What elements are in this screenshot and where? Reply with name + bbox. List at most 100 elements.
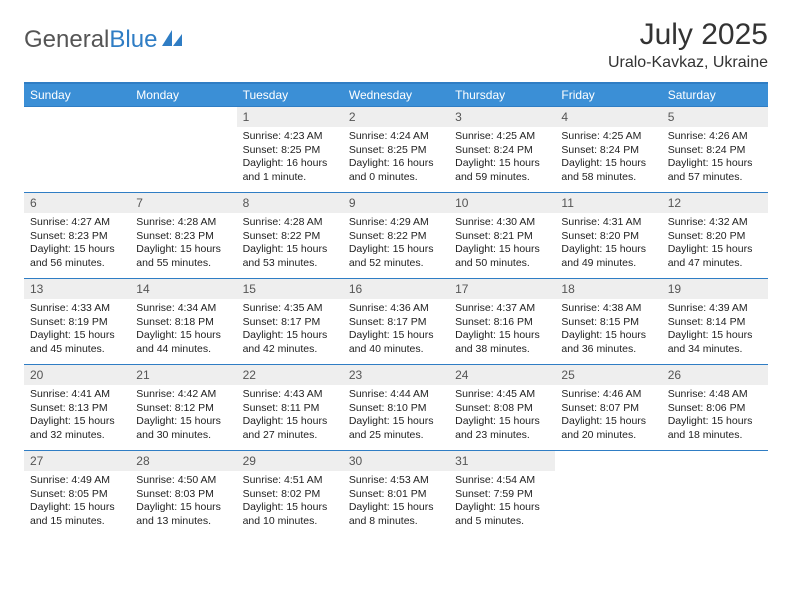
daylight-text: Daylight: 15 hours and 50 minutes.	[455, 243, 549, 270]
day-number: 16	[343, 279, 449, 299]
day-number: 1	[237, 107, 343, 127]
sunset-text: Sunset: 8:20 PM	[561, 230, 655, 244]
sunset-text: Sunset: 8:01 PM	[349, 488, 443, 502]
calendar-day-cell: 20Sunrise: 4:41 AMSunset: 8:13 PMDayligh…	[24, 365, 130, 451]
day-number: 29	[237, 451, 343, 471]
day-header: Friday	[555, 83, 661, 107]
day-data: Sunrise: 4:23 AMSunset: 8:25 PMDaylight:…	[237, 127, 343, 189]
day-number: 22	[237, 365, 343, 385]
logo: GeneralBlue	[24, 18, 183, 54]
sunset-text: Sunset: 8:17 PM	[349, 316, 443, 330]
daylight-text: Daylight: 16 hours and 0 minutes.	[349, 157, 443, 184]
daylight-text: Daylight: 15 hours and 59 minutes.	[455, 157, 549, 184]
calendar-day-cell: 4Sunrise: 4:25 AMSunset: 8:24 PMDaylight…	[555, 107, 661, 193]
day-number: 14	[130, 279, 236, 299]
sunrise-text: Sunrise: 4:34 AM	[136, 302, 230, 316]
sunset-text: Sunset: 8:11 PM	[243, 402, 337, 416]
day-number: 19	[662, 279, 768, 299]
daylight-text: Daylight: 15 hours and 44 minutes.	[136, 329, 230, 356]
sunset-text: Sunset: 8:25 PM	[243, 144, 337, 158]
calendar-day-cell: 27Sunrise: 4:49 AMSunset: 8:05 PMDayligh…	[24, 451, 130, 537]
calendar-day-cell: 5Sunrise: 4:26 AMSunset: 8:24 PMDaylight…	[662, 107, 768, 193]
sunrise-text: Sunrise: 4:46 AM	[561, 388, 655, 402]
daylight-text: Daylight: 15 hours and 10 minutes.	[243, 501, 337, 528]
day-number: 17	[449, 279, 555, 299]
calendar-day-cell: 29Sunrise: 4:51 AMSunset: 8:02 PMDayligh…	[237, 451, 343, 537]
daylight-text: Daylight: 15 hours and 55 minutes.	[136, 243, 230, 270]
calendar-day-cell	[555, 451, 661, 537]
sunset-text: Sunset: 8:24 PM	[455, 144, 549, 158]
calendar-day-cell: 16Sunrise: 4:36 AMSunset: 8:17 PMDayligh…	[343, 279, 449, 365]
calendar-day-cell: 15Sunrise: 4:35 AMSunset: 8:17 PMDayligh…	[237, 279, 343, 365]
sunset-text: Sunset: 8:13 PM	[30, 402, 124, 416]
title-block: July 2025 Uralo-Kavkaz, Ukraine	[608, 18, 768, 72]
sunrise-text: Sunrise: 4:23 AM	[243, 130, 337, 144]
sunset-text: Sunset: 8:03 PM	[136, 488, 230, 502]
calendar-day-cell: 31Sunrise: 4:54 AMSunset: 7:59 PMDayligh…	[449, 451, 555, 537]
day-number: 13	[24, 279, 130, 299]
calendar-day-cell: 9Sunrise: 4:29 AMSunset: 8:22 PMDaylight…	[343, 193, 449, 279]
sunrise-text: Sunrise: 4:28 AM	[243, 216, 337, 230]
sunrise-text: Sunrise: 4:53 AM	[349, 474, 443, 488]
calendar-day-cell: 2Sunrise: 4:24 AMSunset: 8:25 PMDaylight…	[343, 107, 449, 193]
daylight-text: Daylight: 15 hours and 34 minutes.	[668, 329, 762, 356]
day-number: 18	[555, 279, 661, 299]
sunset-text: Sunset: 8:14 PM	[668, 316, 762, 330]
day-data: Sunrise: 4:32 AMSunset: 8:20 PMDaylight:…	[662, 213, 768, 275]
calendar-day-cell: 17Sunrise: 4:37 AMSunset: 8:16 PMDayligh…	[449, 279, 555, 365]
sunrise-text: Sunrise: 4:50 AM	[136, 474, 230, 488]
calendar-day-cell: 19Sunrise: 4:39 AMSunset: 8:14 PMDayligh…	[662, 279, 768, 365]
day-number: 5	[662, 107, 768, 127]
calendar-day-cell: 13Sunrise: 4:33 AMSunset: 8:19 PMDayligh…	[24, 279, 130, 365]
daylight-text: Daylight: 15 hours and 20 minutes.	[561, 415, 655, 442]
day-data: Sunrise: 4:48 AMSunset: 8:06 PMDaylight:…	[662, 385, 768, 447]
daylight-text: Daylight: 16 hours and 1 minute.	[243, 157, 337, 184]
sunrise-text: Sunrise: 4:41 AM	[30, 388, 124, 402]
calendar-day-cell: 8Sunrise: 4:28 AMSunset: 8:22 PMDaylight…	[237, 193, 343, 279]
sunset-text: Sunset: 8:15 PM	[561, 316, 655, 330]
day-data: Sunrise: 4:45 AMSunset: 8:08 PMDaylight:…	[449, 385, 555, 447]
calendar-week-row: 27Sunrise: 4:49 AMSunset: 8:05 PMDayligh…	[24, 451, 768, 537]
daylight-text: Daylight: 15 hours and 45 minutes.	[30, 329, 124, 356]
daylight-text: Daylight: 15 hours and 57 minutes.	[668, 157, 762, 184]
day-data: Sunrise: 4:27 AMSunset: 8:23 PMDaylight:…	[24, 213, 130, 275]
day-data: Sunrise: 4:41 AMSunset: 8:13 PMDaylight:…	[24, 385, 130, 447]
daylight-text: Daylight: 15 hours and 27 minutes.	[243, 415, 337, 442]
calendar-day-cell: 7Sunrise: 4:28 AMSunset: 8:23 PMDaylight…	[130, 193, 236, 279]
sunset-text: Sunset: 8:22 PM	[243, 230, 337, 244]
calendar-day-cell: 10Sunrise: 4:30 AMSunset: 8:21 PMDayligh…	[449, 193, 555, 279]
daylight-text: Daylight: 15 hours and 47 minutes.	[668, 243, 762, 270]
day-number: 3	[449, 107, 555, 127]
day-number: 20	[24, 365, 130, 385]
calendar-day-cell: 12Sunrise: 4:32 AMSunset: 8:20 PMDayligh…	[662, 193, 768, 279]
calendar-day-cell: 23Sunrise: 4:44 AMSunset: 8:10 PMDayligh…	[343, 365, 449, 451]
day-data: Sunrise: 4:25 AMSunset: 8:24 PMDaylight:…	[449, 127, 555, 189]
sunset-text: Sunset: 7:59 PM	[455, 488, 549, 502]
sunrise-text: Sunrise: 4:24 AM	[349, 130, 443, 144]
calendar-week-row: 20Sunrise: 4:41 AMSunset: 8:13 PMDayligh…	[24, 365, 768, 451]
day-data: Sunrise: 4:49 AMSunset: 8:05 PMDaylight:…	[24, 471, 130, 533]
calendar-day-cell	[662, 451, 768, 537]
sunset-text: Sunset: 8:17 PM	[243, 316, 337, 330]
daylight-text: Daylight: 15 hours and 36 minutes.	[561, 329, 655, 356]
calendar-day-cell: 22Sunrise: 4:43 AMSunset: 8:11 PMDayligh…	[237, 365, 343, 451]
sunset-text: Sunset: 8:23 PM	[136, 230, 230, 244]
sunset-text: Sunset: 8:12 PM	[136, 402, 230, 416]
daylight-text: Daylight: 15 hours and 32 minutes.	[30, 415, 124, 442]
calendar-day-cell: 25Sunrise: 4:46 AMSunset: 8:07 PMDayligh…	[555, 365, 661, 451]
calendar-day-cell	[130, 107, 236, 193]
day-data: Sunrise: 4:34 AMSunset: 8:18 PMDaylight:…	[130, 299, 236, 361]
logo-text: GeneralBlue	[24, 26, 157, 54]
sunrise-text: Sunrise: 4:30 AM	[455, 216, 549, 230]
day-data: Sunrise: 4:36 AMSunset: 8:17 PMDaylight:…	[343, 299, 449, 361]
daylight-text: Daylight: 15 hours and 25 minutes.	[349, 415, 443, 442]
calendar-day-cell: 24Sunrise: 4:45 AMSunset: 8:08 PMDayligh…	[449, 365, 555, 451]
day-data: Sunrise: 4:24 AMSunset: 8:25 PMDaylight:…	[343, 127, 449, 189]
calendar-day-cell: 26Sunrise: 4:48 AMSunset: 8:06 PMDayligh…	[662, 365, 768, 451]
calendar-week-row: 1Sunrise: 4:23 AMSunset: 8:25 PMDaylight…	[24, 107, 768, 193]
day-data: Sunrise: 4:29 AMSunset: 8:22 PMDaylight:…	[343, 213, 449, 275]
day-header: Monday	[130, 83, 236, 107]
day-number: 2	[343, 107, 449, 127]
page-header: GeneralBlue July 2025 Uralo-Kavkaz, Ukra…	[24, 18, 768, 72]
sunrise-text: Sunrise: 4:45 AM	[455, 388, 549, 402]
